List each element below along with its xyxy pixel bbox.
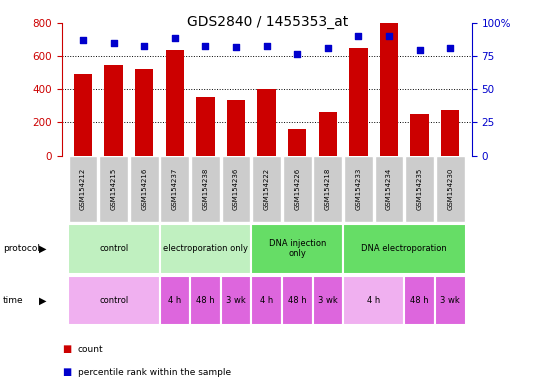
Point [201, 43, 210, 49]
Text: GSM154218: GSM154218 [325, 168, 331, 210]
Bar [411, 114, 429, 156]
FancyBboxPatch shape [68, 276, 160, 325]
FancyBboxPatch shape [221, 276, 251, 325]
Bar [135, 69, 153, 156]
Text: 4 h: 4 h [367, 296, 381, 305]
Text: count: count [78, 345, 103, 354]
Bar [319, 112, 337, 156]
Text: percentile rank within the sample: percentile rank within the sample [78, 368, 231, 377]
Text: ■: ■ [62, 344, 71, 354]
Text: GSM154237: GSM154237 [172, 168, 178, 210]
Text: GSM154238: GSM154238 [203, 168, 209, 210]
Point [109, 40, 118, 46]
FancyBboxPatch shape [99, 156, 128, 222]
Text: GSM154215: GSM154215 [110, 168, 117, 210]
Bar [349, 48, 368, 156]
Point [415, 46, 424, 53]
FancyBboxPatch shape [251, 224, 343, 273]
Bar [227, 100, 245, 156]
Bar [74, 74, 92, 156]
Text: 4 h: 4 h [168, 296, 182, 305]
Text: GSM154233: GSM154233 [355, 168, 361, 210]
FancyBboxPatch shape [343, 276, 404, 325]
Point [354, 33, 363, 40]
Bar [257, 89, 276, 156]
FancyBboxPatch shape [436, 156, 465, 222]
Text: 4 h: 4 h [260, 296, 273, 305]
Bar [380, 23, 398, 156]
Point [232, 44, 240, 50]
FancyBboxPatch shape [314, 156, 343, 222]
Text: GSM154234: GSM154234 [386, 168, 392, 210]
FancyBboxPatch shape [283, 156, 311, 222]
Point [79, 37, 87, 43]
FancyBboxPatch shape [160, 156, 189, 222]
FancyBboxPatch shape [344, 156, 373, 222]
Text: 3 wk: 3 wk [226, 296, 246, 305]
Point [170, 35, 179, 41]
Text: control: control [99, 244, 128, 253]
Point [263, 43, 271, 49]
Text: GSM154235: GSM154235 [416, 168, 423, 210]
FancyBboxPatch shape [69, 156, 98, 222]
Text: time: time [3, 296, 23, 305]
Text: GSM154230: GSM154230 [447, 168, 453, 210]
FancyBboxPatch shape [68, 224, 160, 273]
Text: 3 wk: 3 wk [318, 296, 338, 305]
FancyBboxPatch shape [435, 276, 466, 325]
FancyBboxPatch shape [404, 276, 435, 325]
FancyBboxPatch shape [375, 156, 404, 222]
Point [140, 43, 148, 49]
FancyBboxPatch shape [282, 276, 312, 325]
Text: ▶: ▶ [39, 243, 46, 254]
FancyBboxPatch shape [343, 224, 466, 273]
Text: control: control [99, 296, 128, 305]
Text: GSM154236: GSM154236 [233, 168, 239, 210]
Bar [196, 97, 214, 156]
FancyBboxPatch shape [160, 276, 190, 325]
Bar [288, 129, 307, 156]
Text: 3 wk: 3 wk [441, 296, 460, 305]
Text: 48 h: 48 h [196, 296, 215, 305]
Text: DNA electroporation: DNA electroporation [361, 244, 447, 253]
Text: DNA injection
only: DNA injection only [269, 239, 326, 258]
FancyBboxPatch shape [190, 276, 221, 325]
Text: 48 h: 48 h [288, 296, 307, 305]
FancyBboxPatch shape [130, 156, 159, 222]
FancyBboxPatch shape [160, 224, 251, 273]
Bar [105, 65, 123, 156]
Point [446, 45, 455, 51]
Point [385, 33, 393, 40]
Text: GSM154212: GSM154212 [80, 168, 86, 210]
Point [293, 50, 302, 56]
FancyBboxPatch shape [312, 276, 343, 325]
FancyBboxPatch shape [251, 276, 282, 325]
Text: GDS2840 / 1455353_at: GDS2840 / 1455353_at [188, 15, 348, 29]
Text: GSM154226: GSM154226 [294, 168, 300, 210]
FancyBboxPatch shape [191, 156, 220, 222]
Text: GSM154222: GSM154222 [264, 168, 270, 210]
FancyBboxPatch shape [405, 156, 434, 222]
Text: electroporation only: electroporation only [163, 244, 248, 253]
Bar [166, 50, 184, 156]
Bar [441, 110, 459, 156]
Text: protocol: protocol [3, 244, 40, 253]
Text: 48 h: 48 h [411, 296, 429, 305]
Text: ■: ■ [62, 367, 71, 377]
FancyBboxPatch shape [252, 156, 281, 222]
Point [324, 45, 332, 51]
Text: ▶: ▶ [39, 295, 46, 306]
Text: GSM154216: GSM154216 [142, 168, 147, 210]
FancyBboxPatch shape [222, 156, 250, 222]
